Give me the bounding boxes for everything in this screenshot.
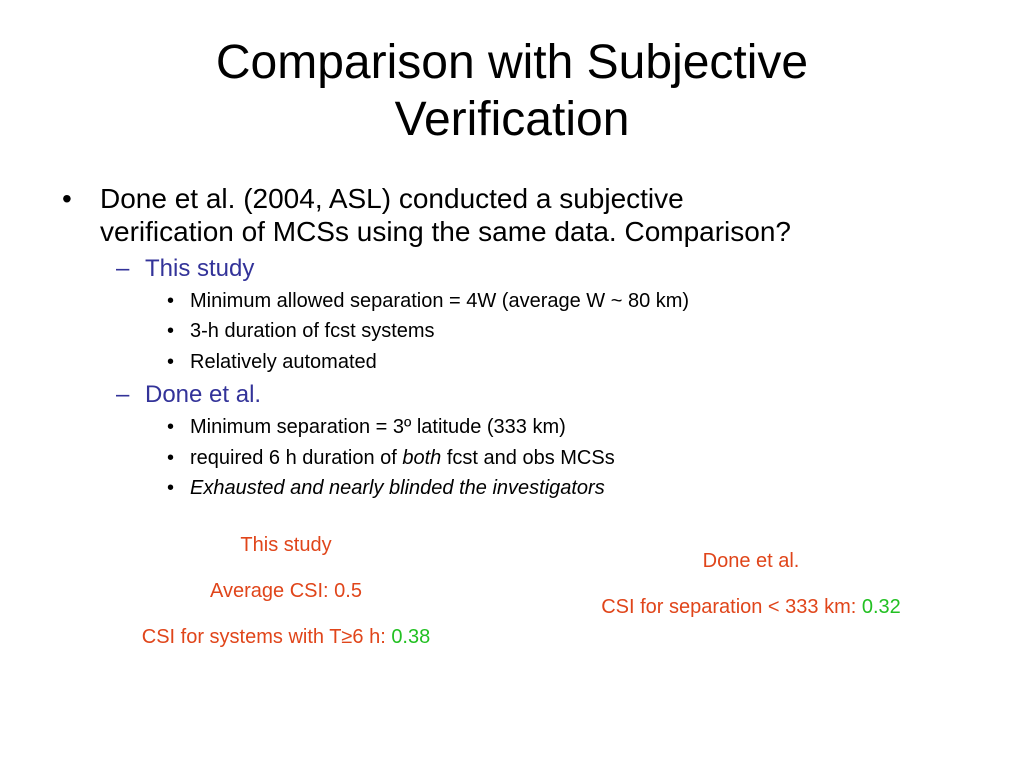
sub-bullet-marker: •: [167, 290, 175, 312]
result-value: 0.38: [391, 626, 431, 648]
list-item-text: required 6 h duration of: [190, 447, 403, 469]
result-average-csi: Average CSI: 0.5: [210, 580, 362, 602]
result-csi-separation: CSI for separation < 333 km: 0.32: [541, 595, 961, 619]
section-marker: –: [116, 255, 130, 282]
list-item: Minimum allowed separation = 4W (average…: [190, 290, 690, 312]
result-value: 0.32: [861, 596, 901, 618]
list-item: Exhausted and nearly blinded the investi…: [190, 477, 605, 499]
list-item: required 6 h duration of both fcst and o…: [190, 446, 615, 470]
sub-bullet-marker: •: [167, 447, 175, 469]
slide-title: Comparison with Subjective Verification: [0, 34, 1024, 148]
list-item-emphasis: both: [402, 447, 442, 469]
main-bullet-line-1: Done et al. (2004, ASL) conducted a subj…: [100, 183, 684, 214]
sub-bullet-marker: •: [167, 416, 175, 438]
result-heading-this-study: This study: [240, 534, 332, 556]
main-bullet-marker: •: [62, 183, 72, 214]
list-item: Relatively automated: [190, 351, 377, 373]
section-heading-this-study: This study: [145, 255, 255, 282]
sub-bullet-marker: •: [167, 320, 175, 342]
slide-title-line-2: Verification: [394, 93, 630, 146]
list-item: 3-h duration of fcst systems: [190, 320, 435, 342]
section-marker: –: [116, 381, 130, 408]
slide-title-line-1: Comparison with Subjective: [215, 36, 809, 89]
sub-bullet-marker: •: [167, 477, 175, 499]
section-heading-done-et-al: Done et al.: [145, 381, 262, 408]
result-heading-done-et-al: Done et al.: [702, 550, 800, 572]
list-item-text: fcst and obs MCSs: [441, 447, 615, 469]
main-bullet-line-2: verification of MCSs using the same data…: [100, 216, 791, 247]
result-csi-t6: CSI for systems with T≥6 h: 0.38: [86, 625, 486, 649]
result-label: CSI for separation < 333 km:: [601, 596, 862, 618]
sub-bullet-marker: •: [167, 351, 175, 373]
result-label: CSI for systems with T≥6 h:: [141, 626, 392, 648]
list-item: Minimum separation = 3º latitude (333 km…: [190, 416, 566, 438]
